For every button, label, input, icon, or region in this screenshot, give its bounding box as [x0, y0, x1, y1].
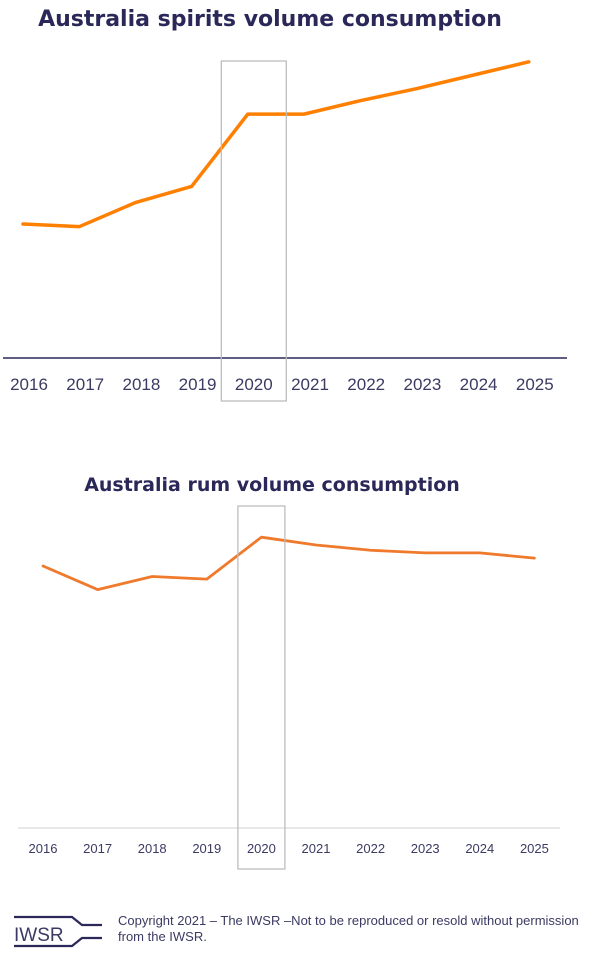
- x-tick-label: 2023: [403, 375, 441, 394]
- x-tick-label: 2022: [347, 375, 385, 394]
- logo-text: IWSR: [14, 925, 64, 946]
- highlight-box-2020: [220, 60, 287, 402]
- x-tick-label: 2017: [66, 375, 104, 394]
- series-line: [41, 535, 536, 591]
- x-tick-label: 2022: [356, 841, 385, 856]
- x-tick-label: 2024: [465, 841, 494, 856]
- x-tick-label: 2023: [411, 841, 440, 856]
- x-tick-label: 2019: [179, 375, 217, 394]
- x-tick-label: 2021: [302, 841, 331, 856]
- copyright-notice: Copyright 2021 – The IWSR –Not to be rep…: [118, 913, 579, 944]
- x-tick-label: 2017: [83, 841, 112, 856]
- x-tick-label: 2025: [516, 375, 554, 394]
- highlight-box-2020: [237, 505, 286, 870]
- x-tick-label: 2025: [520, 841, 549, 856]
- x-tick-label: 2018: [122, 375, 160, 394]
- x-tick-label: 2020: [247, 841, 276, 856]
- rum-chart: 2016 2017 2018 2019 2020 2021 2022 2023 2024 2025: [18, 505, 560, 870]
- x-tick-label: 2016: [29, 841, 58, 856]
- x-tick-label: 2019: [192, 841, 221, 856]
- x-tick-label: 2020: [235, 375, 273, 394]
- iwsr-logo: IWSR: [14, 915, 102, 948]
- x-tick-label: 2021: [291, 375, 329, 394]
- spirits-chart: 2016 2017 2018 2019 2020 2021 2022 2023 2024 2025: [3, 60, 567, 402]
- series-line: [21, 60, 531, 229]
- x-tick-label: 2016: [10, 375, 48, 394]
- rum-chart-title: Australia rum volume consumption: [84, 474, 460, 496]
- x-tick-label: 2018: [138, 841, 167, 856]
- spirits-chart-title: Australia spirits volume consumption: [38, 7, 502, 32]
- x-tick-label: 2024: [460, 375, 498, 394]
